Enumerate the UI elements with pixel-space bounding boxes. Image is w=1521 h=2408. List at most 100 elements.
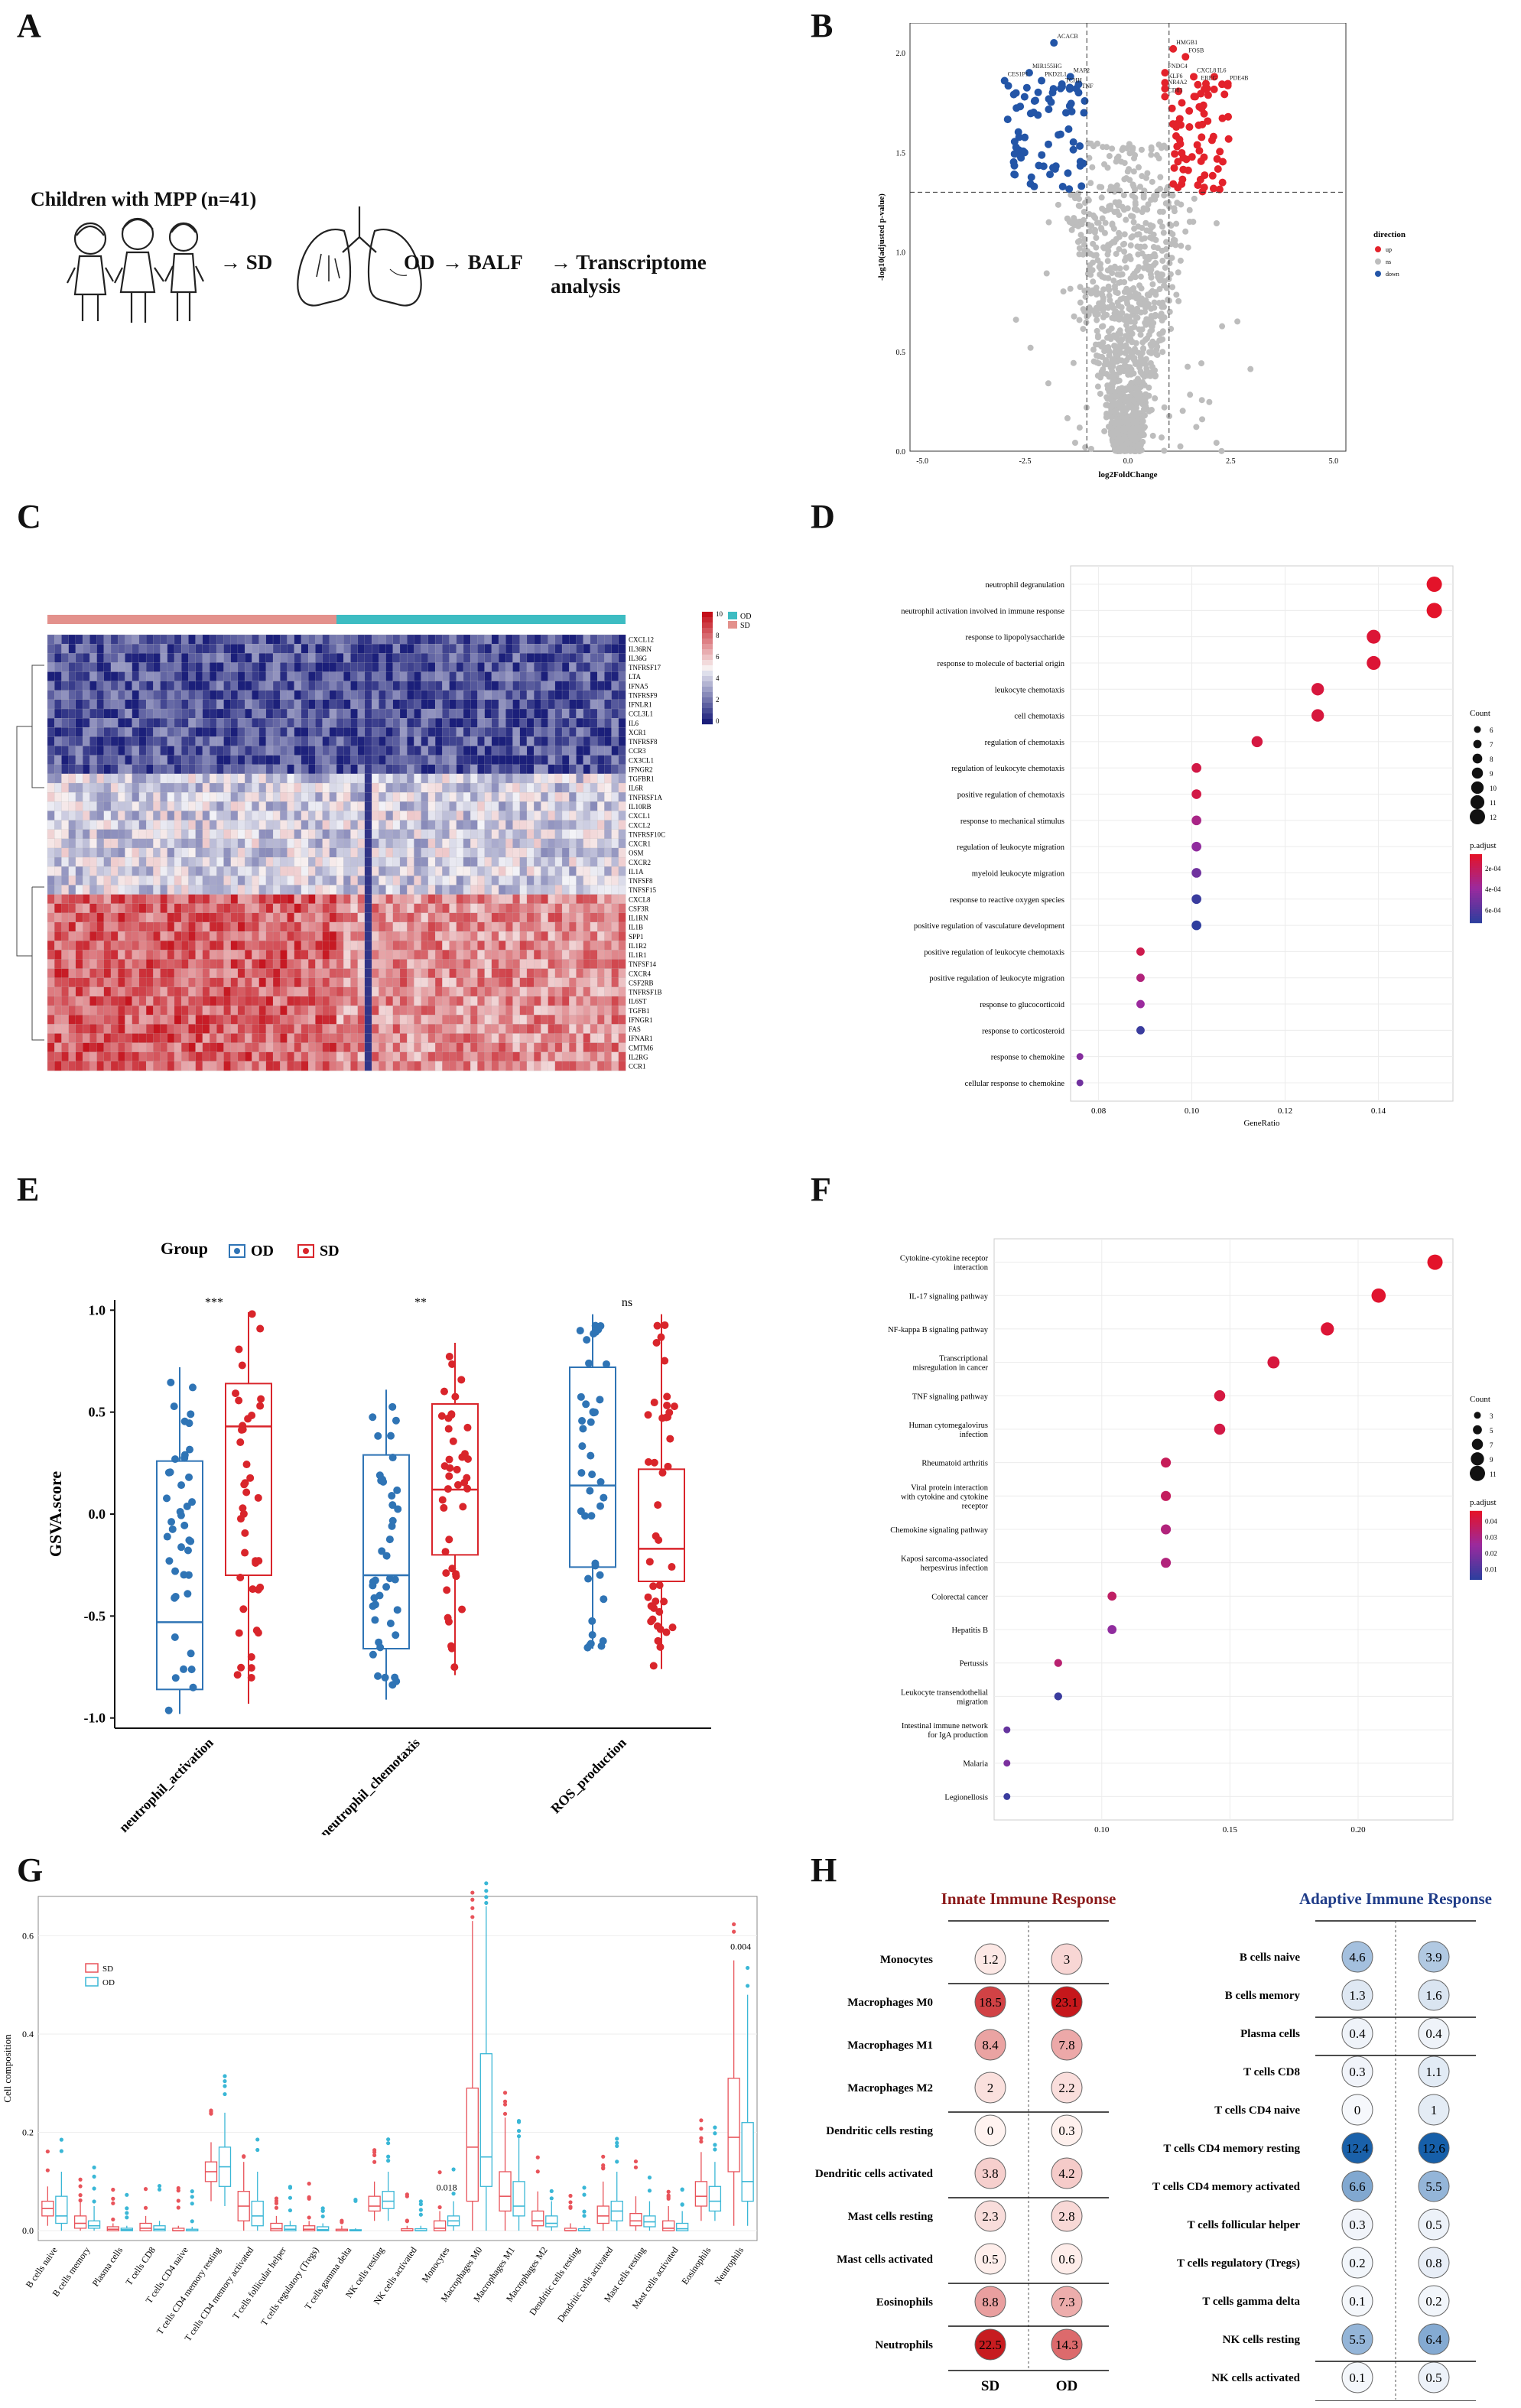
- heatmap-cell: [75, 746, 83, 756]
- heatmap-cell: [491, 746, 499, 756]
- heatmap-cell: [456, 977, 464, 988]
- heatmap-cell: [272, 950, 281, 960]
- heatmap-cell: [534, 1006, 541, 1016]
- heatmap-cell: [47, 1033, 55, 1044]
- heatmap-cell: [329, 894, 337, 905]
- heatmap-cell: [209, 885, 217, 895]
- heatmap-cell: [54, 755, 62, 765]
- ns-point: [1106, 333, 1113, 340]
- heatmap-cell: [54, 931, 62, 941]
- heatmap-cell: [294, 755, 302, 765]
- heatmap-cell: [357, 671, 366, 682]
- heatmap-cell: [561, 811, 570, 821]
- heatmap-cell: [597, 764, 605, 775]
- heatmap-cell: [202, 644, 210, 654]
- heatmap-cell: [89, 959, 97, 969]
- heatmap-cell: [604, 662, 612, 672]
- heatmap-cell: [237, 1024, 245, 1034]
- heatmap-cell: [604, 856, 612, 867]
- heatmap-cell: [82, 801, 90, 811]
- heatmap-cell: [477, 996, 486, 1006]
- heatmap-cell: [385, 856, 394, 867]
- heatmap-cell: [343, 699, 351, 710]
- heatmap-cell: [223, 755, 232, 765]
- heatmap-cell: [364, 866, 372, 876]
- heatmap-cell: [498, 876, 506, 886]
- ns-point: [1123, 322, 1129, 329]
- heatmap-cell: [89, 782, 97, 793]
- heatmap-cell: [569, 950, 577, 960]
- heatmap-cell: [583, 644, 591, 654]
- heatmap-cell: [604, 941, 612, 951]
- heatmap-cell: [110, 866, 119, 876]
- heatmap-cell: [280, 856, 288, 867]
- heatmap-cell: [89, 644, 97, 654]
- heatmap-cell: [491, 996, 499, 1006]
- heatmap-cell: [61, 634, 70, 645]
- heatmap-cell: [181, 801, 189, 811]
- heatmap-cell: [188, 671, 197, 682]
- heatmap-cell: [230, 736, 239, 746]
- heatmap-cell: [491, 856, 499, 867]
- ns-point: [1133, 206, 1140, 213]
- heatmap-cell: [61, 782, 70, 793]
- heatmap-cell: [399, 634, 408, 645]
- down-point: [1076, 142, 1084, 151]
- heatmap-cell: [82, 1006, 90, 1016]
- heatmap-cell: [132, 681, 140, 691]
- up-point: [1214, 164, 1222, 173]
- heatmap-cell: [392, 764, 401, 775]
- heatmap-cell: [611, 1006, 619, 1016]
- heatmap-cell: [47, 736, 55, 746]
- heatmap-cell: [252, 894, 259, 905]
- panel-label-f: F: [811, 1171, 831, 1208]
- heatmap-cell: [470, 792, 478, 802]
- heatmap-cell: [407, 876, 414, 886]
- heatmap-cell: [258, 690, 267, 700]
- heatmap-cell: [160, 996, 168, 1006]
- heatmap-cell: [350, 736, 359, 746]
- heatmap-cell: [357, 866, 366, 876]
- heatmap-cell: [477, 903, 486, 914]
- heatmap-cell: [245, 1015, 252, 1025]
- heatmap-cell: [132, 708, 140, 719]
- heatmap-cell: [379, 782, 386, 793]
- heatmap-cell: [160, 773, 168, 784]
- heatmap-cell: [82, 764, 90, 775]
- heatmap-cell: [379, 838, 386, 849]
- heatmap-cell: [519, 1006, 528, 1016]
- heatmap-cell: [364, 941, 372, 951]
- heatmap-cell: [308, 662, 316, 672]
- heatmap-cell: [477, 671, 486, 682]
- heatmap-cell: [519, 866, 528, 876]
- heatmap-cell: [590, 782, 598, 793]
- heatmap-cell: [442, 941, 450, 951]
- heatmap-cell: [456, 746, 464, 756]
- heatmap-cell: [167, 1024, 175, 1034]
- heatmap-cell: [188, 773, 197, 784]
- heatmap-cell: [583, 876, 591, 886]
- heatmap-cell: [336, 856, 344, 867]
- heatmap-cell: [308, 876, 316, 886]
- heatmap-cell: [68, 903, 76, 914]
- heatmap-cell: [61, 653, 70, 663]
- heatmap-cell: [414, 856, 422, 867]
- point-label: CXCL8: [1197, 67, 1216, 73]
- od-label: OD: [404, 251, 435, 274]
- heatmap-cell: [301, 708, 309, 719]
- heatmap-cell: [434, 1006, 443, 1016]
- heatmap-cell: [272, 876, 281, 886]
- heatmap-cell: [188, 977, 197, 988]
- heatmap-cell: [343, 634, 351, 645]
- heatmap-cell: [75, 662, 83, 672]
- heatmap-cell: [611, 885, 619, 895]
- heatmap-cell: [209, 1015, 217, 1025]
- ns-point: [1106, 153, 1113, 160]
- heatmap-cell: [167, 811, 175, 821]
- heatmap-cell: [216, 681, 224, 691]
- ns-point: [1077, 232, 1084, 239]
- heatmap-cell: [434, 1015, 443, 1025]
- heatmap-cell: [125, 736, 133, 746]
- heatmap-cell: [561, 662, 570, 672]
- heatmap-cell: [590, 986, 598, 997]
